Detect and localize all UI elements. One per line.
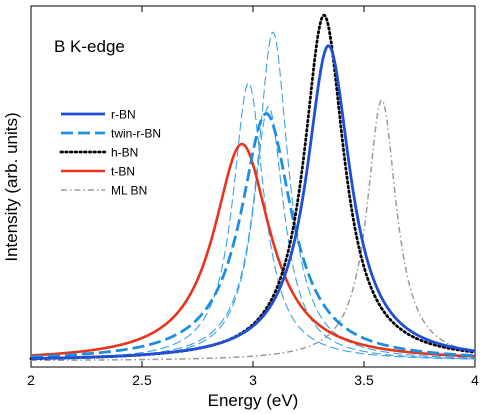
x-axis-label: Energy (eV) bbox=[208, 391, 299, 410]
plot-frame bbox=[30, 5, 476, 368]
legend-label-t-bn: t-BN bbox=[111, 165, 135, 179]
curves-layer bbox=[29, 13, 477, 362]
legend-label-ml-bn: ML BN bbox=[111, 184, 147, 198]
series-line-h-bn bbox=[29, 13, 477, 361]
x-tick-label: 3 bbox=[249, 372, 257, 388]
legend-label-r-bn: r-BN bbox=[111, 108, 136, 122]
legend-label-h-bn: h-BN bbox=[111, 146, 138, 160]
series-line-r-bn bbox=[30, 44, 476, 360]
x-axis: 2 2.5 3 3.5 4 bbox=[27, 6, 479, 388]
series-line-thin-component-5 bbox=[30, 82, 476, 360]
series-line-t-bn bbox=[30, 142, 476, 358]
legend: r-BN twin-r-BN h-BN t-BN ML BN bbox=[59, 108, 161, 198]
x-tick-label: 4 bbox=[471, 372, 479, 388]
legend-label-twin-r-bn: twin-r-BN bbox=[111, 127, 161, 141]
x-tick-label: 2 bbox=[27, 372, 35, 388]
x-tick-label: 3.5 bbox=[354, 372, 374, 388]
series-line-thin-component-6 bbox=[30, 106, 476, 360]
edge-annotation: B K-edge bbox=[54, 37, 125, 56]
y-axis-label: Intensity (arb. units) bbox=[2, 112, 21, 261]
x-tick-label: 2.5 bbox=[132, 372, 152, 388]
series-line-twin-r-bn bbox=[30, 112, 476, 359]
series-line-ml-bn bbox=[31, 99, 476, 362]
series-line-thin-component-7 bbox=[30, 31, 476, 360]
